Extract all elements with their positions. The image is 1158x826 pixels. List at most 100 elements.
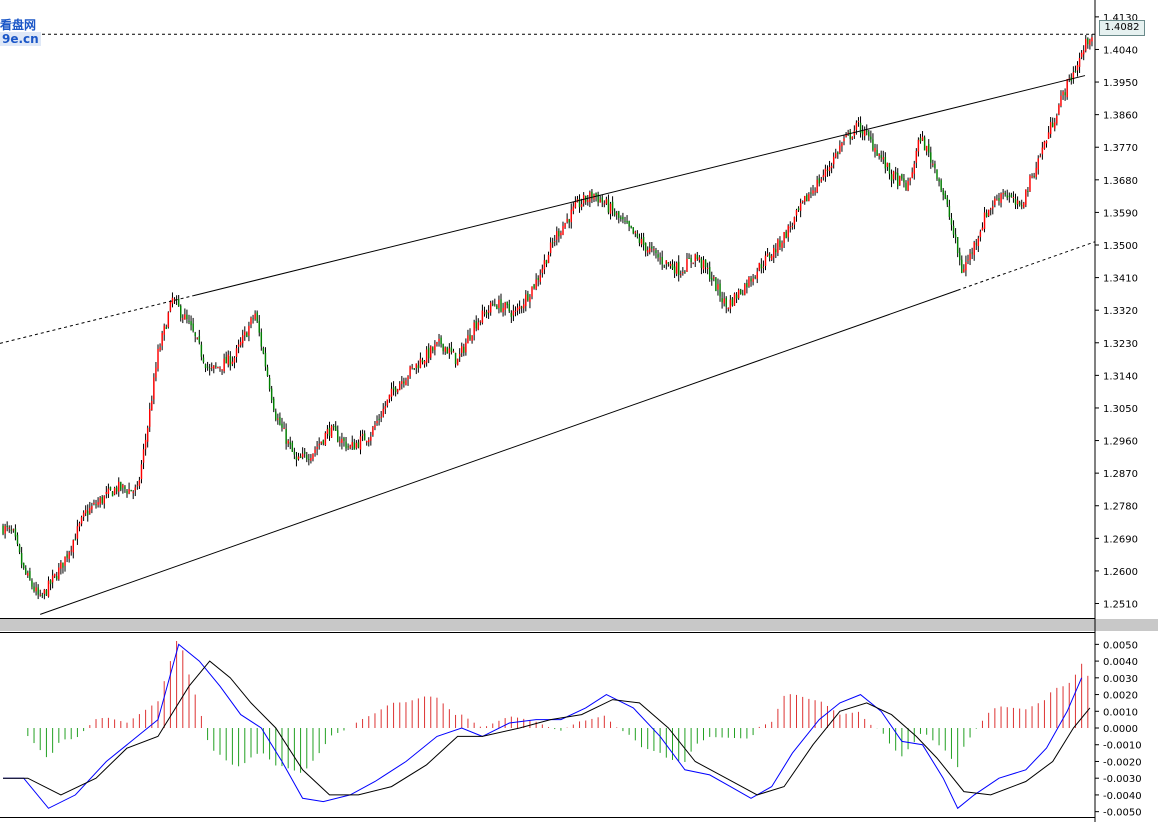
candle-body (694, 254, 696, 262)
candle (932, 159, 934, 168)
candle-body (704, 259, 707, 268)
candle-body (76, 526, 79, 539)
candle-body (126, 490, 128, 494)
candle-body (173, 299, 176, 301)
candle-body (525, 294, 527, 307)
candle-body (963, 269, 965, 273)
candle-body (330, 425, 333, 438)
price-tick-label: 1.3050 (1103, 404, 1138, 415)
candle-body (642, 237, 645, 246)
candle (760, 258, 763, 274)
candle-body (347, 446, 349, 448)
candle-body (62, 562, 64, 568)
candle (601, 194, 603, 208)
candle-body (667, 262, 670, 264)
macd-tick-label: -0.0050 (1103, 808, 1142, 819)
candle-body (541, 268, 544, 273)
candle (1016, 196, 1019, 210)
candle-body (492, 304, 494, 306)
candle-body (989, 208, 992, 210)
candle-body (14, 528, 17, 537)
candle-body (235, 348, 238, 358)
candle (839, 140, 841, 155)
candle-body (70, 550, 72, 552)
candle-body (465, 342, 467, 353)
candle-body (568, 219, 570, 223)
candle-body (227, 354, 229, 365)
candle-body (758, 262, 761, 271)
candle-body (622, 216, 624, 220)
candle (818, 174, 820, 187)
candle-body (853, 130, 856, 136)
candle (471, 335, 473, 344)
macd-tick-label: 0.0010 (1103, 707, 1138, 718)
candle (609, 201, 612, 220)
candle (665, 260, 668, 270)
candle (996, 194, 998, 201)
price-tick-label: 1.3590 (1103, 208, 1138, 219)
candle-body (762, 266, 765, 268)
candle-body (886, 162, 889, 167)
watermark: 看盘网 9e.cn (0, 18, 41, 46)
candle-body (355, 442, 358, 449)
candle-body (723, 298, 725, 304)
candle (556, 226, 558, 246)
candle-body (847, 132, 849, 134)
candle (250, 316, 252, 329)
candle (975, 239, 977, 250)
candle-body (241, 335, 244, 344)
candle (822, 169, 825, 181)
candle (851, 136, 854, 141)
candle (859, 116, 862, 138)
candle (520, 305, 523, 314)
candle (411, 363, 413, 370)
candle (742, 289, 744, 296)
candle (816, 175, 818, 194)
candle-body (382, 408, 384, 417)
candle (76, 519, 79, 545)
candle-body (744, 284, 746, 295)
candle (909, 177, 911, 186)
candle (444, 346, 446, 355)
candle (355, 440, 358, 450)
candle-body (252, 318, 254, 320)
candle (1082, 45, 1085, 61)
candle-body (979, 231, 982, 238)
candle-body (118, 481, 120, 492)
candle-body (60, 562, 62, 569)
candle-body (295, 456, 298, 460)
candle (438, 333, 440, 347)
candle (68, 550, 70, 563)
candle (262, 346, 265, 355)
candle-body (454, 352, 457, 364)
candle (396, 388, 399, 395)
candle (126, 489, 128, 498)
candle-body (510, 312, 513, 317)
candle-body (291, 442, 294, 452)
candle-body (605, 199, 608, 204)
candle-body (45, 590, 48, 596)
candle-body (1027, 190, 1029, 192)
candle-body (394, 388, 397, 392)
candle-body (574, 201, 577, 208)
candle-body (845, 134, 847, 137)
candle-body (1006, 195, 1008, 198)
candle-body (529, 297, 531, 302)
candle (554, 234, 556, 247)
candle (547, 251, 550, 264)
candle-body (211, 367, 213, 369)
candle (487, 305, 490, 319)
candle (215, 362, 217, 369)
candle (878, 153, 880, 160)
candle (558, 228, 560, 243)
candle (661, 250, 663, 270)
candle-body (479, 320, 482, 322)
candle (208, 363, 211, 376)
candle (477, 318, 480, 331)
candle (514, 306, 517, 317)
candle (578, 194, 581, 213)
candle-body (324, 433, 327, 446)
candle (22, 562, 25, 570)
candle (886, 162, 889, 171)
candle-body (105, 491, 108, 494)
